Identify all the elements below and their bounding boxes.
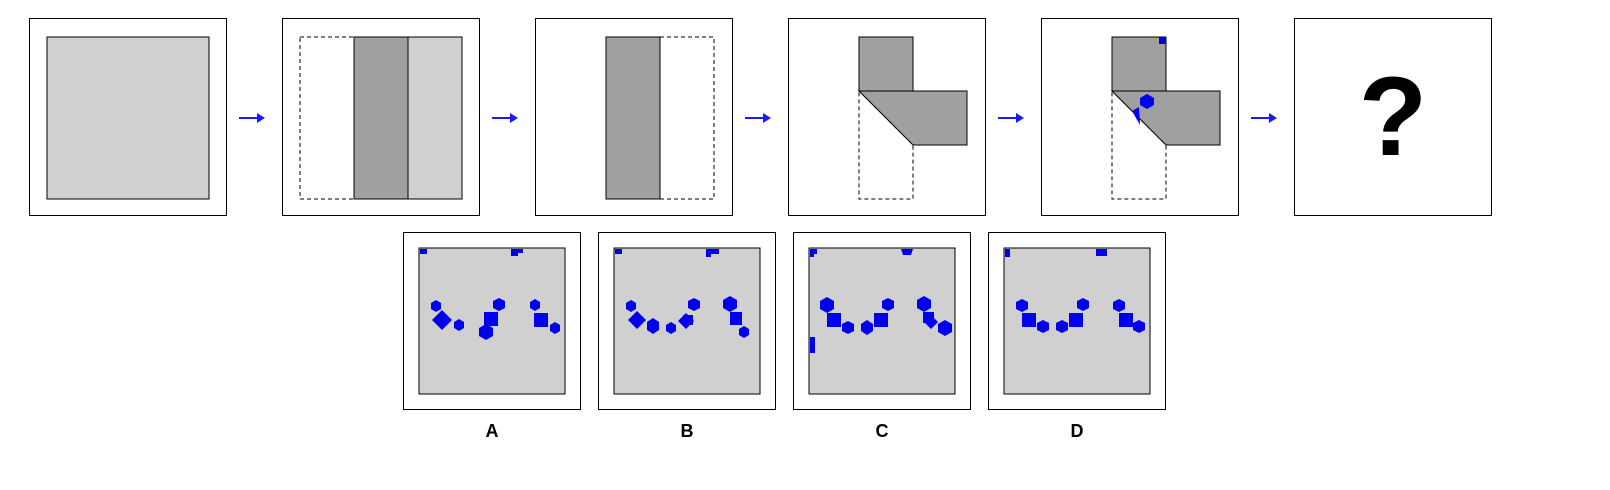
step-5-panel	[1041, 18, 1239, 216]
arrow-right-icon	[1251, 113, 1277, 123]
paper-remaining	[407, 36, 463, 200]
arrow-right-icon	[745, 113, 771, 123]
step-1-drawing	[46, 36, 210, 200]
option-c-label[interactable]: C	[875, 421, 889, 441]
punch-holes	[810, 249, 952, 353]
folded-strip-top	[1111, 36, 1167, 92]
arrow-right-icon	[492, 113, 518, 123]
option-c-drawing	[808, 247, 956, 395]
option-c-panel[interactable]	[793, 232, 971, 410]
step-1-panel	[29, 18, 227, 216]
punch-holes	[615, 249, 749, 338]
step-4-panel	[788, 18, 986, 216]
folded-strip	[605, 36, 661, 200]
punch-holes	[420, 249, 560, 340]
paper-sheet	[46, 36, 210, 200]
option-a-panel[interactable]	[403, 232, 581, 410]
step-3-panel	[535, 18, 733, 216]
punch-hole-triangle	[1132, 107, 1140, 125]
punch-hole-square	[1159, 37, 1166, 44]
option-b-drawing	[613, 247, 761, 395]
option-a-drawing	[418, 247, 566, 395]
step-4-drawing	[857, 36, 968, 200]
punch-hole-hexagon	[1140, 94, 1154, 109]
option-d-label[interactable]: D	[1070, 421, 1084, 441]
question-panel: ?	[1294, 18, 1492, 216]
question-mark: ?	[1358, 54, 1428, 179]
option-a-label[interactable]: A	[485, 421, 499, 441]
arrow-right-icon	[239, 113, 265, 123]
step-2-drawing	[299, 36, 463, 200]
folded-strip-top	[858, 36, 914, 92]
option-d-drawing	[1003, 247, 1151, 395]
option-b-label[interactable]: B	[680, 421, 694, 441]
fold-origin-outline	[299, 36, 355, 200]
option-b-panel[interactable]	[598, 232, 776, 410]
punch-holes	[1005, 249, 1145, 333]
arrow-right-icon	[998, 113, 1024, 123]
step-3-drawing	[605, 36, 715, 200]
fold-origin-outline	[659, 36, 715, 200]
folded-flap	[857, 90, 968, 146]
folded-flap	[1110, 90, 1221, 146]
step-5-drawing	[1110, 36, 1221, 200]
step-2-panel	[282, 18, 480, 216]
option-d-panel[interactable]	[988, 232, 1166, 410]
folded-strip	[353, 36, 409, 200]
